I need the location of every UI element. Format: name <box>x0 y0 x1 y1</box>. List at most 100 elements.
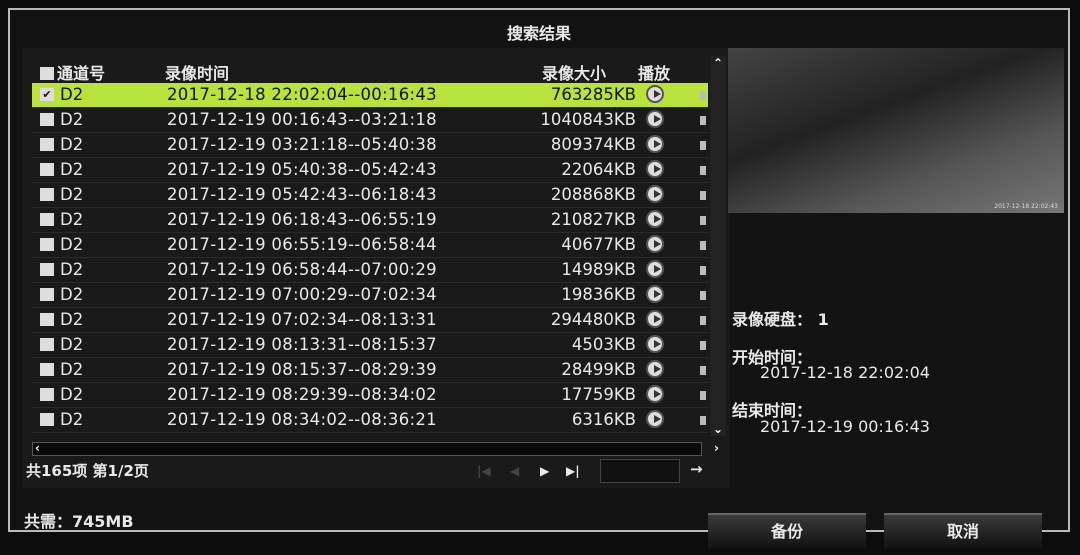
play-icon[interactable] <box>646 410 664 428</box>
header-time[interactable]: 录像时间 <box>165 64 230 83</box>
row-size: 19836KB <box>561 285 636 304</box>
play-icon[interactable] <box>646 360 664 378</box>
lock-icon[interactable] <box>700 166 706 175</box>
table-row[interactable]: D2 2017-12-19 05:40:38--05:42:43 22064KB <box>32 158 708 183</box>
lock-icon[interactable] <box>700 391 706 400</box>
row-checkbox[interactable] <box>40 313 54 326</box>
first-page-icon[interactable]: |◀ <box>477 464 491 478</box>
row-checkbox[interactable] <box>40 188 54 201</box>
row-checkbox[interactable] <box>40 288 54 301</box>
row-channel: D2 <box>60 85 84 104</box>
table-row[interactable]: D2 2017-12-19 03:21:18--05:40:38 809374K… <box>32 133 708 158</box>
row-time: 2017-12-19 08:34:02--08:36:21 <box>167 410 437 429</box>
table-row[interactable]: D2 2017-12-19 06:55:19--06:58:44 40677KB <box>32 233 708 258</box>
lock-icon[interactable] <box>700 216 706 225</box>
row-channel: D2 <box>60 110 84 129</box>
row-checkbox[interactable] <box>40 113 54 126</box>
play-icon[interactable] <box>646 110 664 128</box>
play-icon[interactable] <box>646 160 664 178</box>
row-time: 2017-12-19 08:13:31--08:15:37 <box>167 335 437 354</box>
lock-icon[interactable] <box>700 341 706 350</box>
row-time: 2017-12-19 03:21:18--05:40:38 <box>167 135 437 154</box>
row-checkbox[interactable]: ✔ <box>40 88 54 101</box>
row-time: 2017-12-19 00:16:43--03:21:18 <box>167 110 437 129</box>
play-icon[interactable] <box>646 185 664 203</box>
row-checkbox[interactable] <box>40 138 54 151</box>
row-channel: D2 <box>60 310 84 329</box>
go-page-icon[interactable]: → <box>690 460 703 478</box>
table-row[interactable]: D2 2017-12-19 08:34:02--08:36:21 6316KB <box>32 408 708 433</box>
lock-icon[interactable] <box>700 416 706 425</box>
row-size: 14989KB <box>561 260 636 279</box>
table-row[interactable]: D2 2017-12-19 08:29:39--08:34:02 17759KB <box>32 383 708 408</box>
lock-icon[interactable] <box>700 266 706 275</box>
table-row[interactable]: D2 2017-12-19 06:58:44--07:00:29 14989KB <box>32 258 708 283</box>
lock-icon[interactable] <box>700 191 706 200</box>
table-row[interactable]: D2 2017-12-19 05:42:43--06:18:43 208868K… <box>32 183 708 208</box>
horizontal-scrollbar[interactable]: ‹ › <box>32 441 719 456</box>
play-icon[interactable] <box>646 260 664 278</box>
header-channel[interactable]: 通道号 <box>40 60 105 84</box>
lock-icon[interactable] <box>700 366 706 375</box>
row-time: 2017-12-19 08:29:39--08:34:02 <box>167 385 437 404</box>
lock-icon[interactable] <box>700 291 706 300</box>
search-results-dialog: 搜索结果 通道号 录像时间 录像大小 播放 ✔ D2 2017-12-18 22… <box>8 8 1070 549</box>
row-size: 4503KB <box>571 335 636 354</box>
table-row[interactable]: D2 2017-12-19 06:18:43--06:55:19 210827K… <box>32 208 708 233</box>
scroll-down-icon[interactable]: ⌄ <box>713 422 724 436</box>
lock-icon[interactable] <box>700 91 706 100</box>
row-checkbox[interactable] <box>40 213 54 226</box>
row-checkbox[interactable] <box>40 263 54 276</box>
select-all-checkbox[interactable] <box>40 67 54 80</box>
play-icon[interactable] <box>646 210 664 228</box>
scroll-right-icon[interactable]: › <box>714 441 719 455</box>
play-icon[interactable] <box>646 285 664 303</box>
table-row[interactable]: D2 2017-12-19 07:02:34--08:13:31 294480K… <box>32 308 708 333</box>
page-number-input[interactable] <box>600 459 680 483</box>
play-icon[interactable] <box>646 310 664 328</box>
header-size[interactable]: 录像大小 <box>542 64 607 83</box>
table-row[interactable]: D2 2017-12-19 07:00:29--07:02:34 19836KB <box>32 283 708 308</box>
next-page-icon[interactable]: ▶ <box>540 464 550 478</box>
end-time-value: 2017-12-19 00:16:43 <box>760 417 930 436</box>
row-channel: D2 <box>60 410 84 429</box>
scroll-up-icon[interactable]: ⌃ <box>713 56 724 70</box>
row-checkbox[interactable] <box>40 388 54 401</box>
row-time: 2017-12-19 05:40:38--05:42:43 <box>167 160 437 179</box>
row-checkbox[interactable] <box>40 363 54 376</box>
lock-icon[interactable] <box>700 141 706 150</box>
dialog-title: 搜索结果 <box>506 24 571 43</box>
row-checkbox[interactable] <box>40 413 54 426</box>
last-page-icon[interactable]: ▶| <box>566 464 580 478</box>
row-size: 210827KB <box>550 210 636 229</box>
row-checkbox[interactable] <box>40 163 54 176</box>
table-row[interactable]: D2 2017-12-19 08:13:31--08:15:37 4503KB <box>32 333 708 358</box>
play-icon[interactable] <box>646 135 664 153</box>
lock-icon[interactable] <box>700 316 706 325</box>
vertical-scrollbar[interactable]: ⌃ ⌄ <box>710 56 726 436</box>
table-row[interactable]: ✔ D2 2017-12-18 22:02:04--00:16:43 76328… <box>32 83 708 108</box>
total-size: 共需：745MB <box>24 512 134 531</box>
scroll-left-icon[interactable]: ‹ <box>35 441 40 455</box>
play-icon[interactable] <box>646 235 664 253</box>
header-play[interactable]: 播放 <box>638 64 671 83</box>
lock-icon[interactable] <box>700 116 706 125</box>
row-checkbox[interactable] <box>40 338 54 351</box>
play-icon[interactable] <box>646 85 664 103</box>
lock-icon[interactable] <box>700 241 706 250</box>
table-row[interactable]: D2 2017-12-19 00:16:43--03:21:18 1040843… <box>32 108 708 133</box>
preview-timestamp: 2017-12-18 22:02:43 <box>994 203 1058 210</box>
row-channel: D2 <box>60 385 84 404</box>
backup-button[interactable]: 备份 <box>708 513 866 549</box>
table-row[interactable]: D2 2017-12-19 08:15:37--08:29:39 28499KB <box>32 358 708 383</box>
row-size: 28499KB <box>561 360 636 379</box>
disk-info: 录像硬盘： 1 <box>732 306 829 330</box>
row-time: 2017-12-18 22:02:04--00:16:43 <box>167 85 437 104</box>
prev-page-icon[interactable]: ◀ <box>510 464 520 478</box>
row-size: 208868KB <box>550 185 636 204</box>
play-icon[interactable] <box>646 385 664 403</box>
cancel-button[interactable]: 取消 <box>884 513 1042 549</box>
play-icon[interactable] <box>646 335 664 353</box>
row-time: 2017-12-19 06:58:44--07:00:29 <box>167 260 437 279</box>
row-checkbox[interactable] <box>40 238 54 251</box>
